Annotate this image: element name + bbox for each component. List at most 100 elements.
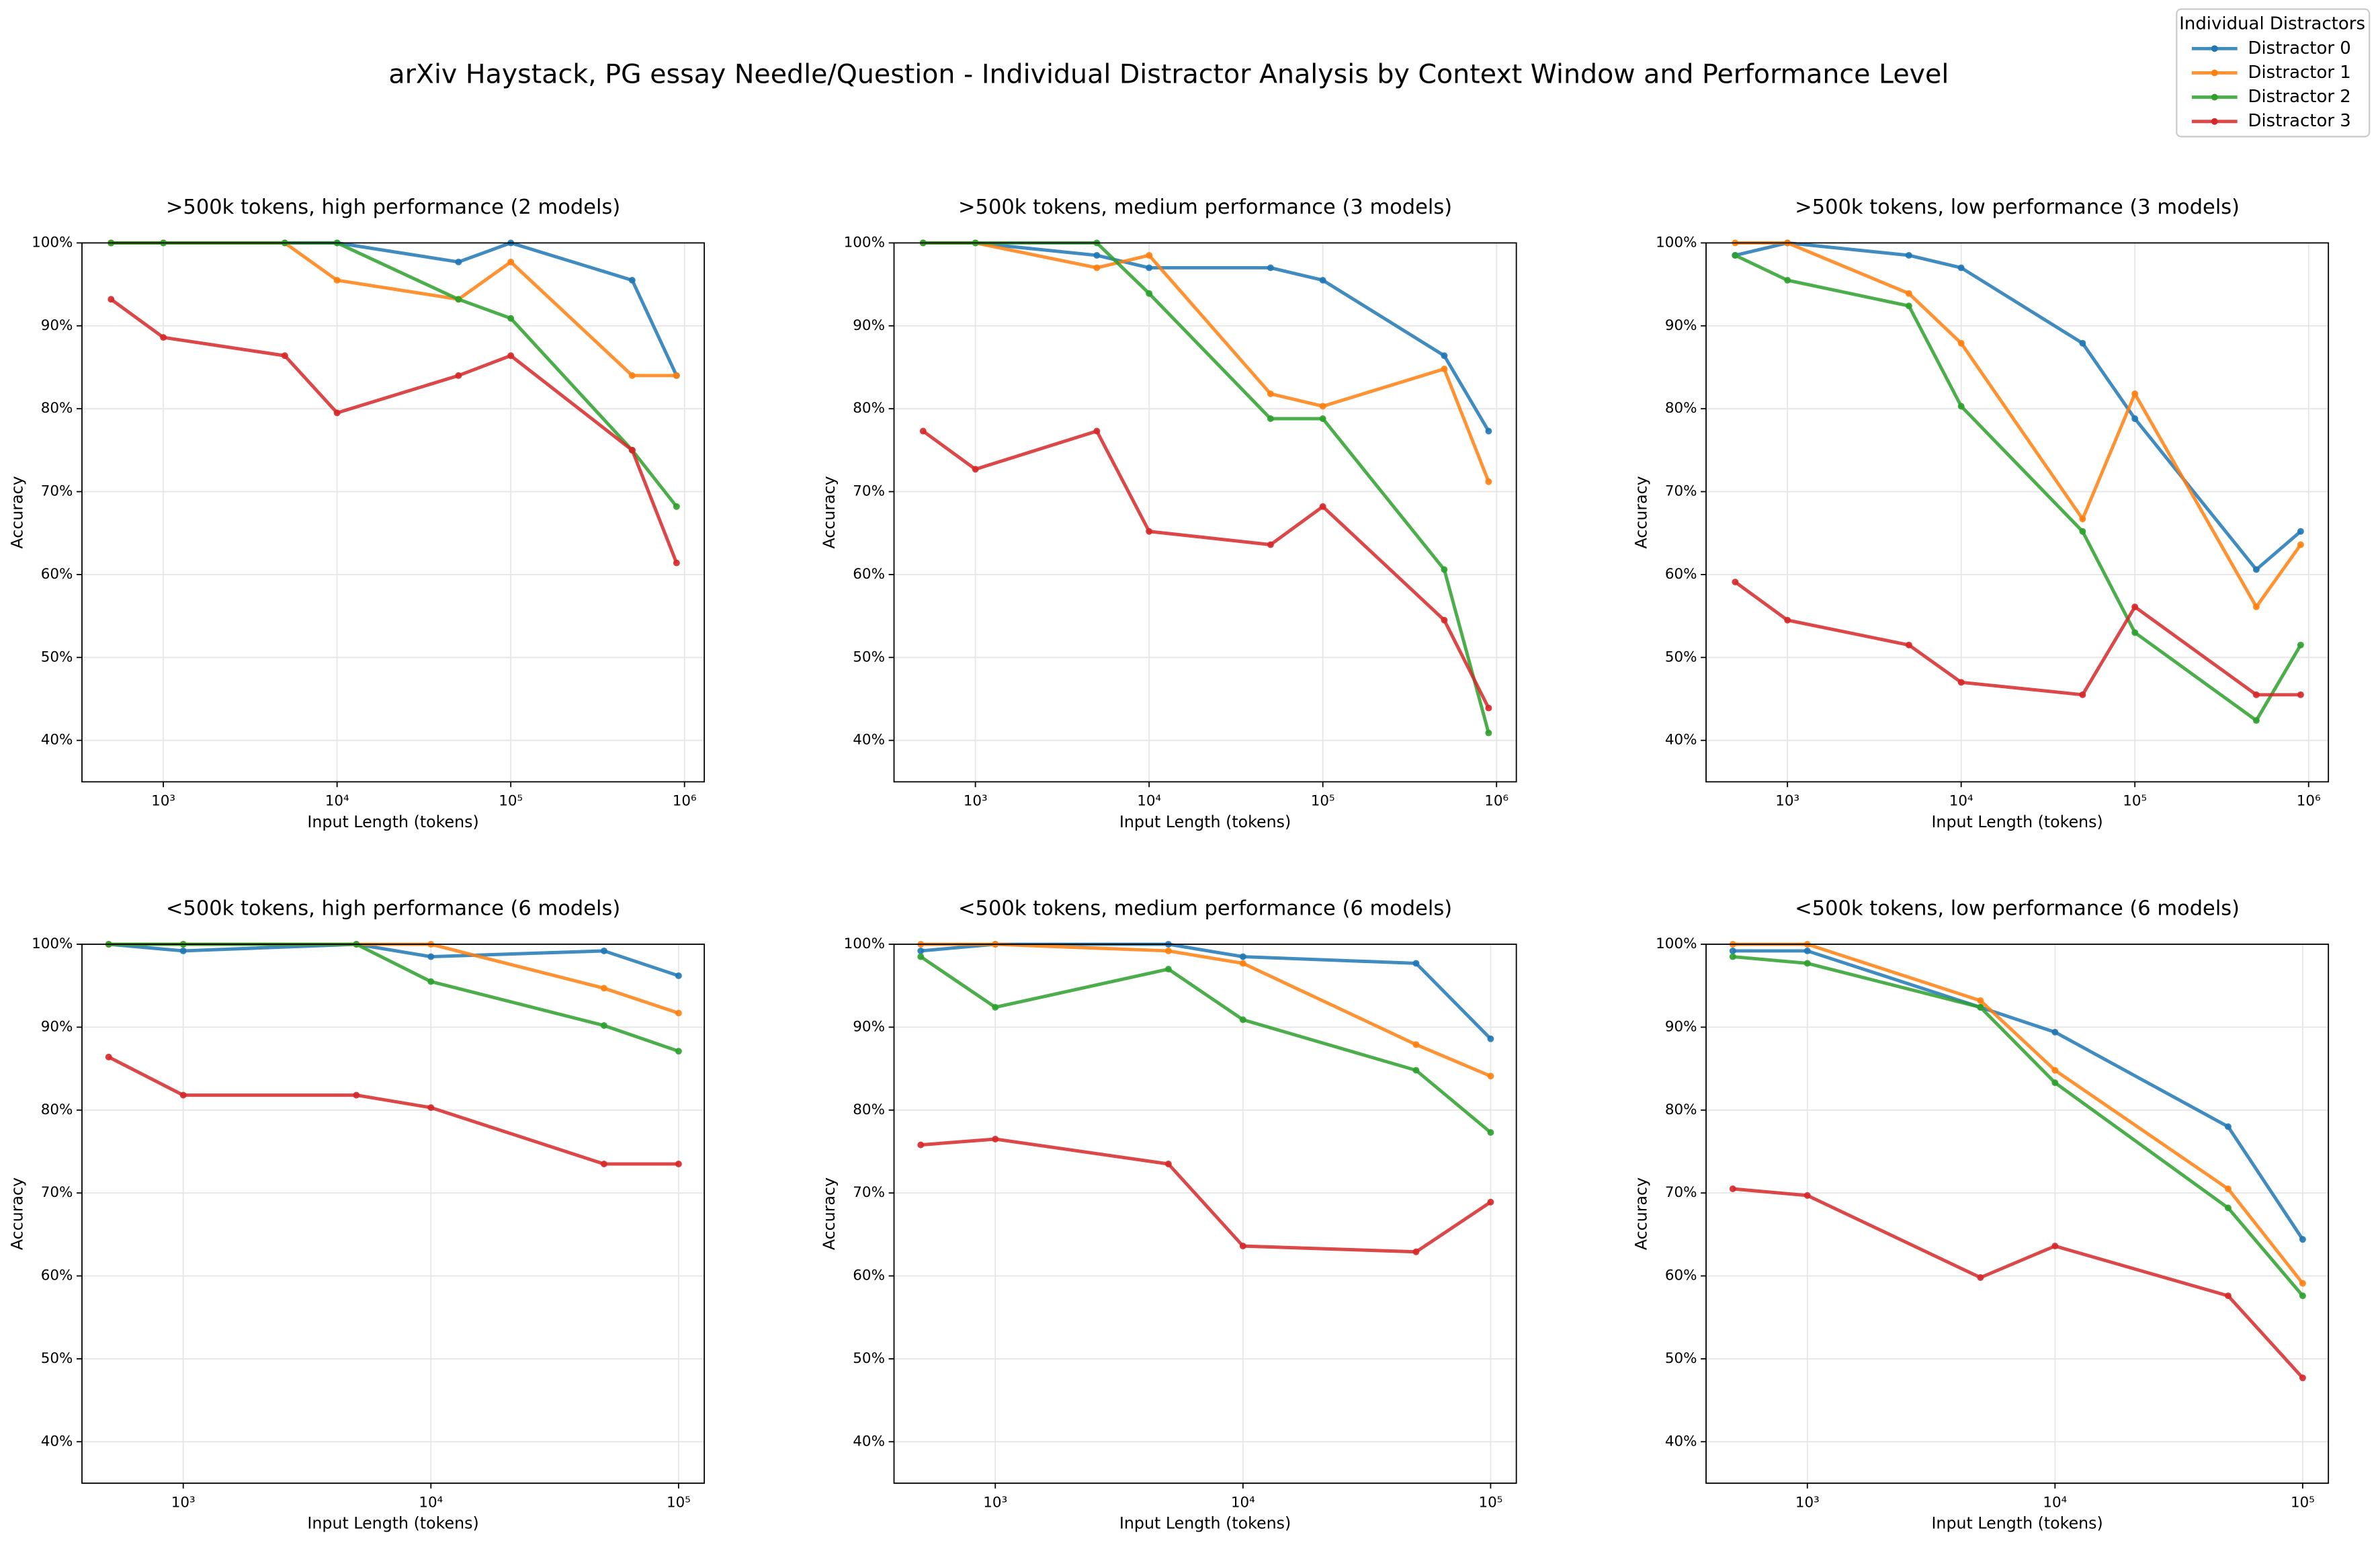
data-point xyxy=(1319,415,1326,422)
y-tick-label: 90% xyxy=(41,317,73,334)
y-axis-label: Accuracy xyxy=(1632,1177,1651,1250)
y-tick-label: 80% xyxy=(1665,1101,1697,1118)
data-point xyxy=(1729,947,1736,954)
data-point xyxy=(2252,691,2260,698)
series-line xyxy=(919,955,1492,1134)
data-point xyxy=(2299,1236,2306,1243)
y-tick-label: 40% xyxy=(853,732,885,749)
data-point xyxy=(917,953,925,960)
y-tick-label: 40% xyxy=(1665,732,1697,749)
data-point xyxy=(427,978,435,985)
data-point xyxy=(1977,997,1984,1004)
data-point xyxy=(919,427,927,435)
data-point xyxy=(1164,947,1172,954)
data-point xyxy=(675,1161,682,1167)
data-point xyxy=(1905,290,1912,297)
y-tick-label: 50% xyxy=(41,649,73,665)
data-point xyxy=(1319,503,1326,510)
data-point xyxy=(2079,515,2086,523)
y-tick-label: 70% xyxy=(41,483,73,500)
legend-marker xyxy=(2211,69,2218,77)
series-line xyxy=(108,1055,679,1166)
y-tick-label: 60% xyxy=(1665,566,1697,583)
y-tick-label: 60% xyxy=(41,1267,73,1284)
data-point xyxy=(1441,365,1448,372)
y-tick-label: 70% xyxy=(853,483,885,500)
data-point xyxy=(628,446,636,454)
data-point xyxy=(972,466,979,473)
data-point xyxy=(1487,1073,1494,1080)
x-tick-label: 10⁵ xyxy=(667,1494,691,1511)
data-point xyxy=(1977,1003,1984,1011)
x-tick-label: 10⁴ xyxy=(2043,1494,2067,1511)
data-point xyxy=(1093,427,1101,435)
y-tick-label: 100% xyxy=(1656,234,1697,251)
data-point xyxy=(2297,641,2304,649)
data-point xyxy=(1957,339,1965,347)
data-point xyxy=(673,372,680,379)
axes-frame xyxy=(1705,242,2330,783)
y-axis-label: Accuracy xyxy=(8,476,27,548)
data-point xyxy=(675,1048,682,1055)
series-line xyxy=(1734,241,2302,572)
data-point xyxy=(1239,953,1246,960)
y-tick-label: 40% xyxy=(853,1433,885,1450)
subplot-title: <500k tokens, high performance (6 models… xyxy=(166,897,620,921)
data-point xyxy=(2252,566,2260,573)
series-line xyxy=(1732,942,2304,1285)
data-point xyxy=(2051,1028,2059,1036)
data-point xyxy=(2252,603,2260,611)
data-point xyxy=(2131,603,2139,611)
data-point xyxy=(333,409,341,417)
data-point xyxy=(333,276,341,284)
y-tick-label: 50% xyxy=(41,1350,73,1367)
data-point xyxy=(1729,953,1736,960)
legend-label: Distractor 2 xyxy=(2248,87,2350,107)
data-point xyxy=(1803,960,1811,967)
data-point xyxy=(2297,528,2304,535)
series-line xyxy=(922,429,1490,709)
data-point xyxy=(2299,1292,2306,1300)
y-tick-label: 80% xyxy=(41,400,73,417)
y-tick-label: 80% xyxy=(853,400,885,417)
series-line xyxy=(1735,241,2302,609)
data-point xyxy=(1093,251,1101,259)
data-point xyxy=(1239,960,1246,967)
y-tick-label: 60% xyxy=(41,566,73,583)
x-tick-label: 10⁴ xyxy=(419,1494,443,1511)
series-line xyxy=(110,298,679,564)
y-tick-label: 50% xyxy=(853,649,885,665)
data-point xyxy=(1412,1248,1420,1255)
data-point xyxy=(992,1136,999,1142)
x-tick-label: 10³ xyxy=(964,793,988,810)
data-point xyxy=(2225,1204,2232,1212)
data-point xyxy=(1485,478,1492,485)
y-tick-label: 100% xyxy=(32,935,73,952)
data-point xyxy=(1803,947,1811,954)
data-point xyxy=(1267,264,1274,272)
data-point xyxy=(281,352,288,360)
legend-label: Distractor 1 xyxy=(2248,62,2350,83)
figure-title: arXiv Haystack, PG essay Needle/Question… xyxy=(388,58,1949,89)
data-point xyxy=(2225,1292,2232,1300)
data-point xyxy=(455,258,462,265)
x-tick-label: 10³ xyxy=(1775,793,1799,810)
data-point xyxy=(1267,541,1274,548)
data-point xyxy=(1905,302,1912,310)
data-point xyxy=(427,1104,435,1112)
data-point xyxy=(1412,1041,1420,1048)
data-point xyxy=(108,296,115,303)
x-tick-label: 10⁴ xyxy=(325,793,349,810)
data-point xyxy=(455,372,462,379)
data-point xyxy=(1441,352,1448,360)
data-point xyxy=(673,503,680,510)
data-point xyxy=(1957,264,1965,272)
series-line xyxy=(923,241,1490,483)
data-point xyxy=(1485,704,1492,712)
data-point xyxy=(105,1053,112,1060)
series-line xyxy=(111,241,677,378)
series-line xyxy=(923,241,1490,432)
axes-frame xyxy=(893,242,1517,783)
legend-marker xyxy=(2211,45,2218,52)
